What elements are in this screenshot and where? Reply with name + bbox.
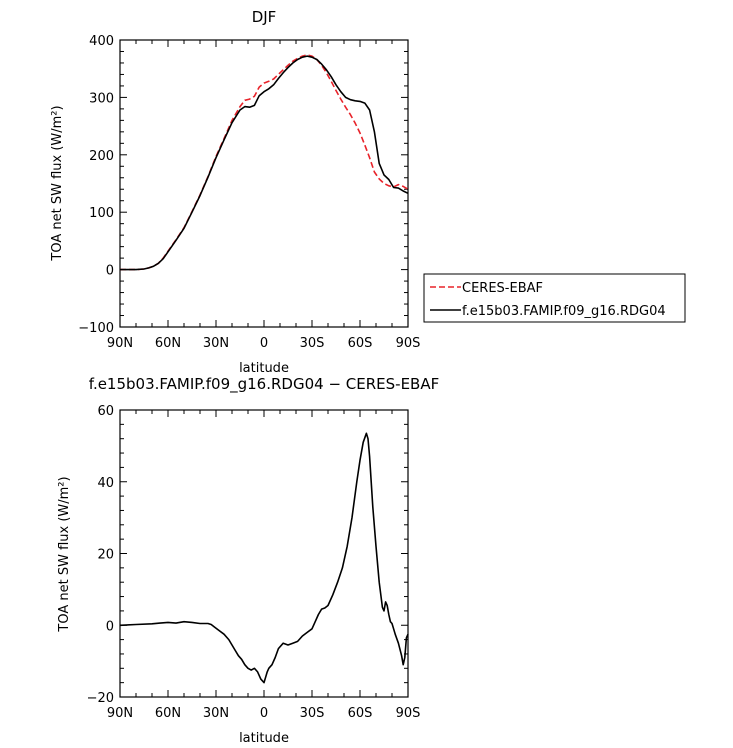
bottom-x-tick-label: 90S <box>396 706 421 721</box>
legend-label-ceres: CERES-EBAF <box>462 281 543 296</box>
top-series-group <box>120 54 409 271</box>
top-y-tick-label: 300 <box>89 91 114 106</box>
bottom-x-tick-label: 30S <box>300 706 325 721</box>
top-y-tick-label: 100 <box>89 206 114 221</box>
bottom-series-group <box>119 432 409 684</box>
bottom-x-tick-label: 60N <box>155 706 181 721</box>
bottom-x-axis-label: latitude <box>239 731 289 746</box>
bottom-y-tick-label: 0 <box>106 619 114 634</box>
top-x-tick-label: 30S <box>300 336 325 351</box>
top-series-line-0 <box>120 54 409 271</box>
bottom-axis-ticks: 90N 60N 30N 0 30S 60S 90S −20 0 20 40 60 <box>87 404 421 721</box>
top-y-axis-label: TOA net SW flux (W/m²) <box>50 105 65 261</box>
legend-label-model: f.e15b03.FAMIP.f09_g16.RDG04 <box>462 304 666 319</box>
bottom-y-tick-label: −20 <box>87 691 114 706</box>
top-axis-ticks: 90N 60N 30N 0 30S 60S 90S −100 0 100 200 300 400 <box>78 34 420 351</box>
top-x-tick-label: 30N <box>203 336 229 351</box>
top-y-tick-label: −100 <box>78 321 114 336</box>
legend-box <box>423 273 686 323</box>
top-y-tick-label: 400 <box>89 34 114 49</box>
top-x-tick-label: 90N <box>107 336 133 351</box>
top-x-axis-label: latitude <box>239 361 289 376</box>
legend: CERES-EBAF f.e15b03.FAMIP.f09_g16.RDG04 <box>423 273 686 323</box>
bottom-x-tick-label: 60S <box>348 706 373 721</box>
top-x-tick-label: 60N <box>155 336 181 351</box>
bottom-panel: f.e15b03.FAMIP.f09_g16.RDG04 − CERES-EBA… <box>57 375 439 746</box>
top-x-tick-label: 0 <box>260 336 268 351</box>
bottom-x-tick-label: 90N <box>107 706 133 721</box>
bottom-chart-title: f.e15b03.FAMIP.f09_g16.RDG04 − CERES-EBA… <box>89 375 439 394</box>
bottom-y-tick-label: 60 <box>97 404 114 419</box>
top-series-line-1 <box>120 55 409 271</box>
top-y-tick-label: 0 <box>106 264 114 279</box>
bottom-y-axis-label: TOA net SW flux (W/m²) <box>57 476 72 632</box>
top-panel: DJF 90N 60N 30N 0 30S 60S 90S −100 0 100 200 300 400… <box>50 8 420 376</box>
bottom-plot-frame <box>119 409 409 698</box>
top-y-tick-label: 200 <box>89 149 114 164</box>
top-x-tick-label: 90S <box>396 336 421 351</box>
bottom-series-line-0 <box>119 432 409 684</box>
bottom-x-tick-label: 30N <box>203 706 229 721</box>
top-chart-title: DJF <box>252 8 277 26</box>
bottom-x-tick-label: 0 <box>260 706 268 721</box>
bottom-y-tick-label: 40 <box>97 476 114 491</box>
top-x-tick-label: 60S <box>348 336 373 351</box>
bottom-y-tick-label: 20 <box>97 548 114 563</box>
